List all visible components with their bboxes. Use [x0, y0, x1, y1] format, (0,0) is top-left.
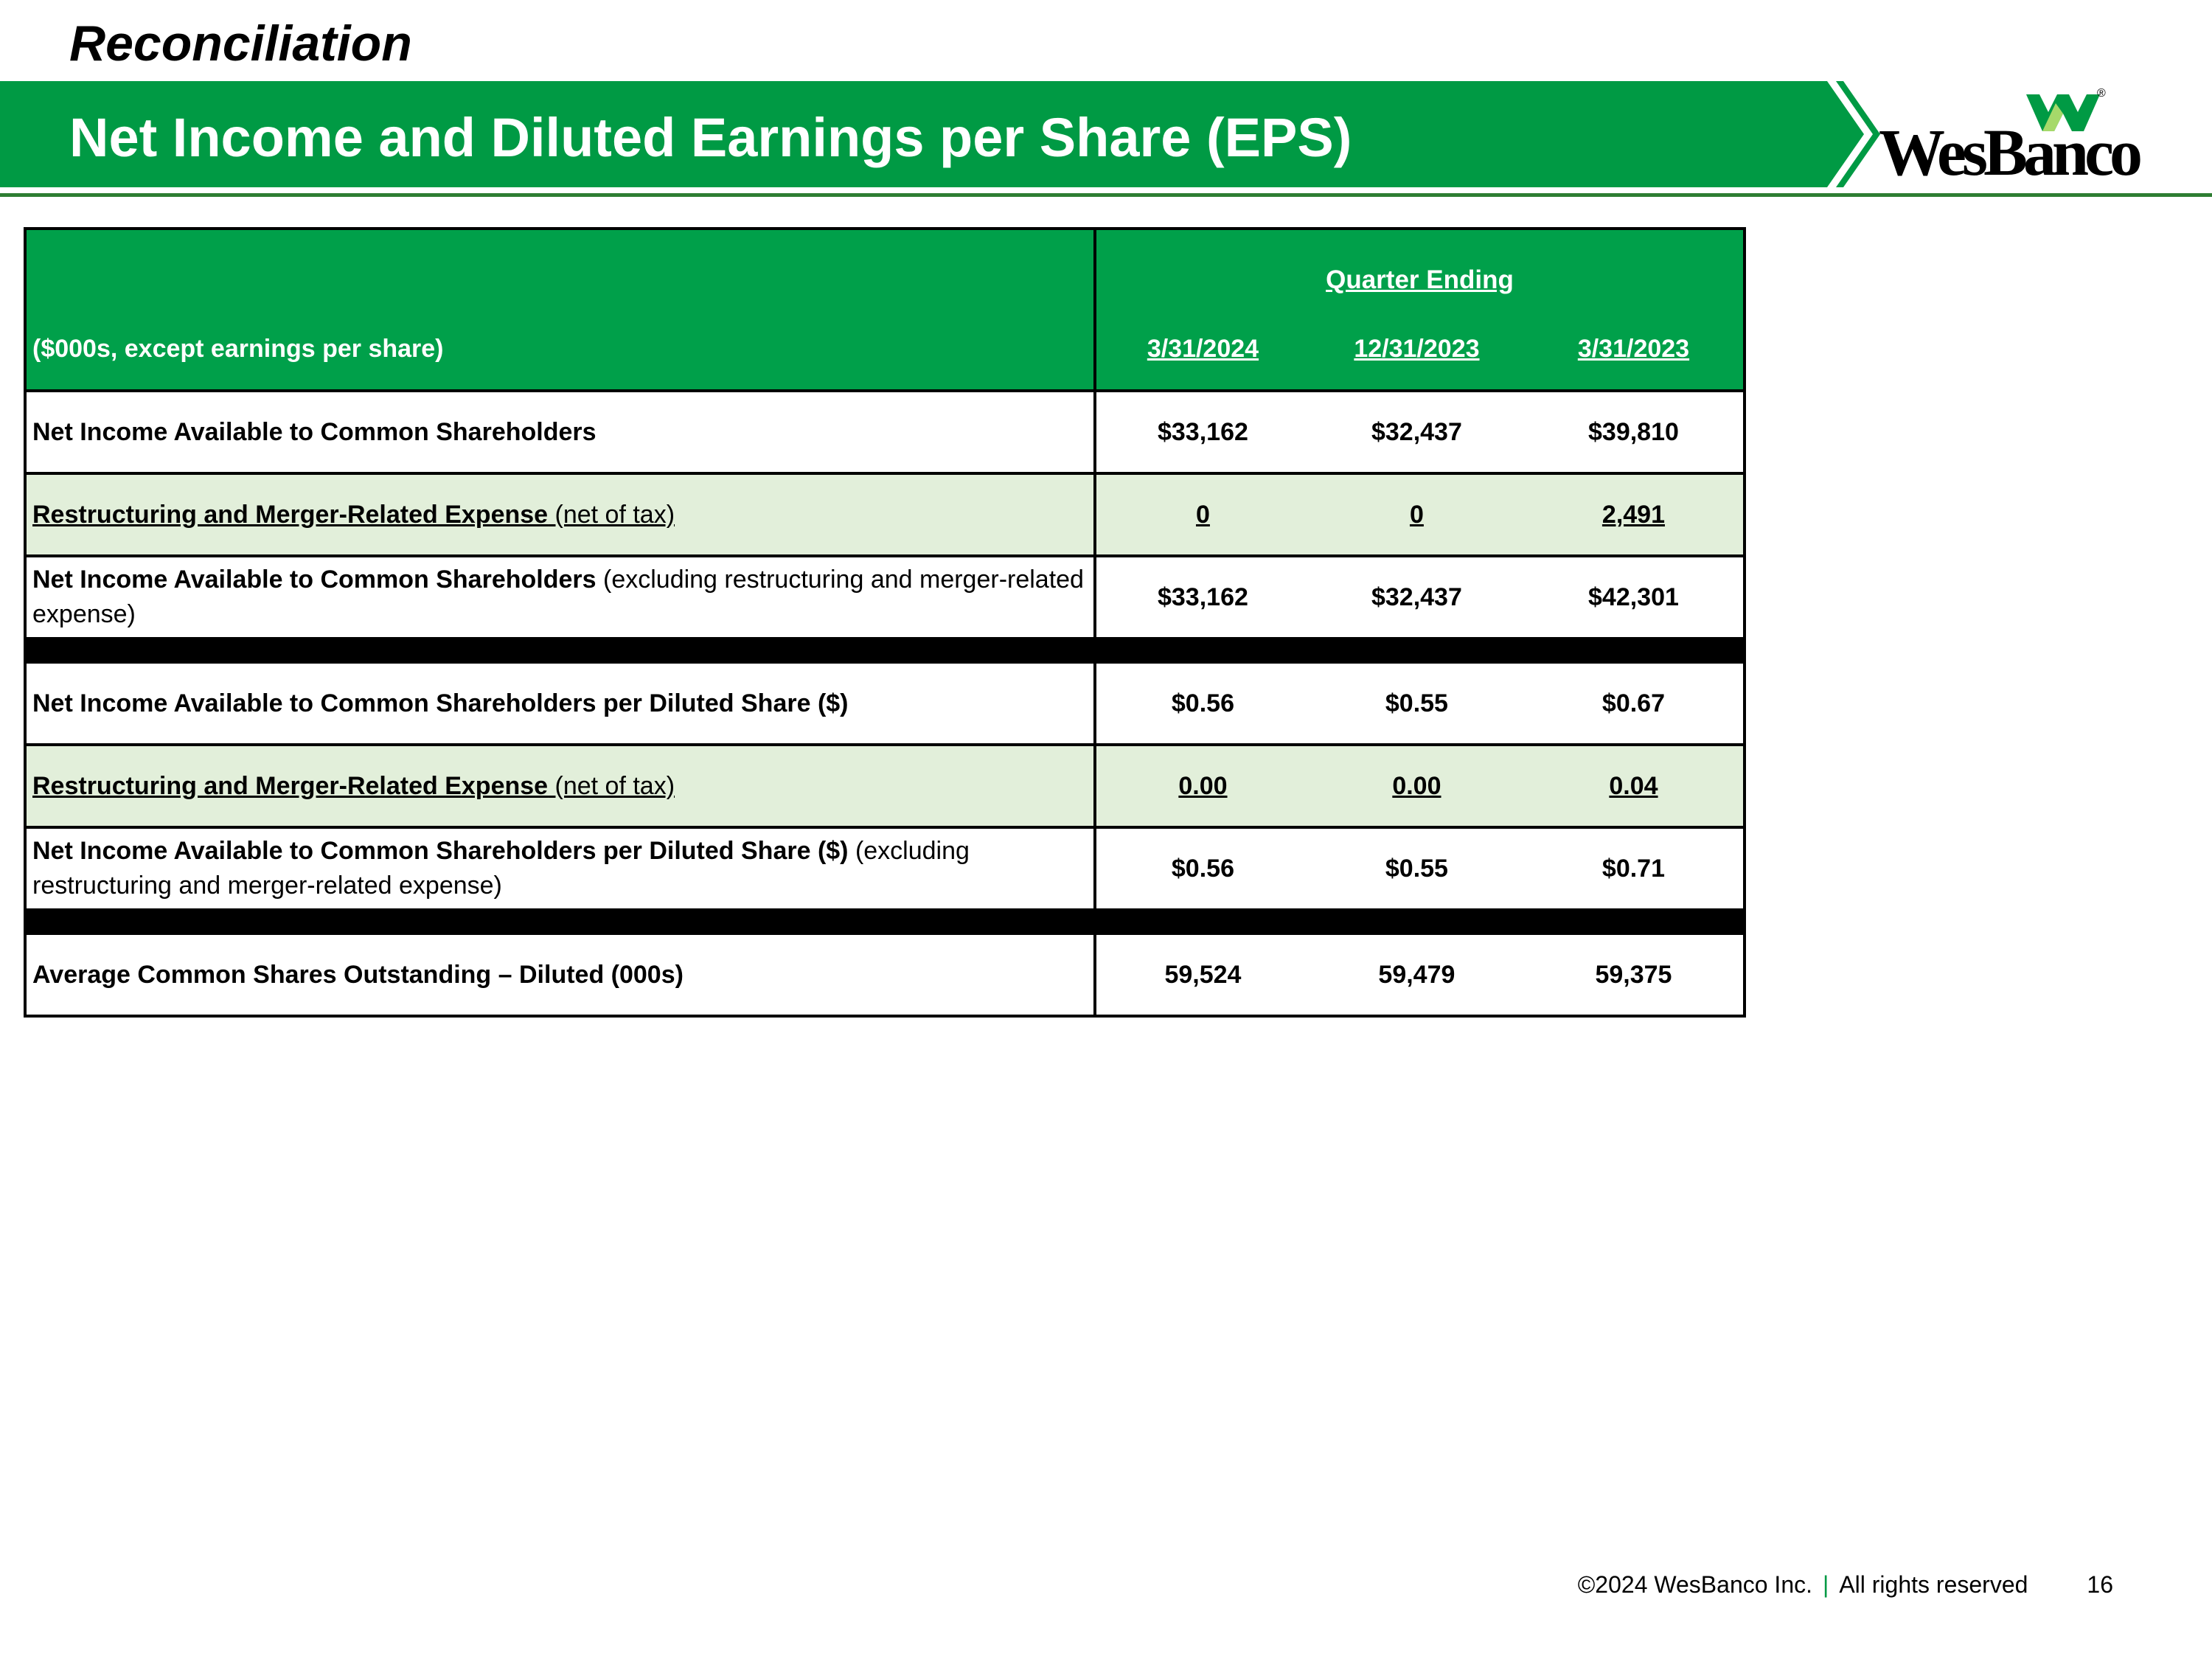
column-header: 3/31/2024: [1094, 308, 1310, 391]
row-value: $0.55: [1309, 826, 1524, 910]
row-value: $39,810: [1523, 389, 1745, 473]
row-label: Net Income Available to Common Sharehold…: [25, 826, 1096, 910]
table-row: Net Income Available to Common Sharehold…: [25, 826, 1745, 910]
row-label: Average Common Shares Outstanding – Dilu…: [25, 932, 1096, 1016]
wesbanco-logo: WesBanco ®: [1879, 87, 2143, 189]
row-value: 0: [1094, 472, 1310, 556]
row-value: 0: [1309, 472, 1524, 556]
chevron-arrow-icon: [1799, 81, 1880, 187]
row-value: $42,301: [1523, 554, 1745, 639]
reconciliation-table: Quarter Ending ($000s, except earnings p…: [24, 227, 1746, 1018]
header-rule: [0, 193, 2212, 197]
header-blank-cell: [25, 229, 1096, 308]
title-banner: Net Income and Diluted Earnings per Shar…: [0, 81, 1843, 187]
separator-row: [25, 908, 1745, 933]
row-value: $33,162: [1094, 389, 1310, 473]
column-header: 3/31/2023: [1523, 308, 1745, 391]
row-value: 59,479: [1309, 932, 1524, 1016]
table-group-header-row: Quarter Ending: [25, 229, 1745, 308]
rights-text: All rights reserved: [1839, 1571, 2028, 1598]
row-value: 0.00: [1309, 743, 1524, 827]
row-label: Restructuring and Merger-Related Expense…: [25, 472, 1096, 556]
table-row: Restructuring and Merger-Related Expense…: [25, 472, 1745, 556]
table-row: Restructuring and Merger-Related Expense…: [25, 743, 1745, 827]
unit-label: ($000s, except earnings per share): [25, 308, 1096, 391]
footer-separator: |: [1823, 1571, 1829, 1598]
table-row: Average Common Shares Outstanding – Dilu…: [25, 932, 1745, 1016]
section-title: Reconciliation: [69, 15, 412, 72]
row-value: $0.55: [1309, 661, 1524, 745]
row-value: $32,437: [1309, 554, 1524, 639]
column-header: 12/31/2023: [1309, 308, 1524, 391]
table-row: Net Income Available to Common Sharehold…: [25, 554, 1745, 639]
logo-registered-mark: ®: [2097, 87, 2106, 100]
row-value: 0.00: [1094, 743, 1310, 827]
row-value: $0.56: [1094, 826, 1310, 910]
row-value: $0.56: [1094, 661, 1310, 745]
row-label: Net Income Available to Common Sharehold…: [25, 661, 1096, 745]
table-row: Net Income Available to Common Sharehold…: [25, 661, 1745, 745]
row-label: Net Income Available to Common Sharehold…: [25, 389, 1096, 473]
row-value: $0.67: [1523, 661, 1745, 745]
row-value: 2,491: [1523, 472, 1745, 556]
row-value: 0.04: [1523, 743, 1745, 827]
page-title: Net Income and Diluted Earnings per Shar…: [69, 107, 1352, 168]
table-column-header-row: ($000s, except earnings per share) 3/31/…: [25, 308, 1745, 391]
row-value: 59,524: [1094, 932, 1310, 1016]
table-row: Net Income Available to Common Sharehold…: [25, 389, 1745, 473]
logo-wordmark: WesBanco: [1879, 116, 2143, 189]
row-value: $32,437: [1309, 389, 1524, 473]
page-number: 16: [2087, 1571, 2113, 1598]
row-value: $33,162: [1094, 554, 1310, 639]
footer: ©2024 WesBanco Inc. | All rights reserved 1…: [1578, 1571, 2113, 1599]
row-value: 59,375: [1523, 932, 1745, 1016]
wesbanco-w-mark-icon: [2026, 94, 2100, 131]
quarter-ending-header: Quarter Ending: [1094, 229, 1745, 308]
row-value: $0.71: [1523, 826, 1745, 910]
separator-row: [25, 637, 1745, 662]
copyright: ©2024 WesBanco Inc.: [1577, 1571, 1812, 1598]
row-label: Restructuring and Merger-Related Expense…: [25, 743, 1096, 827]
row-label: Net Income Available to Common Sharehold…: [25, 554, 1096, 639]
